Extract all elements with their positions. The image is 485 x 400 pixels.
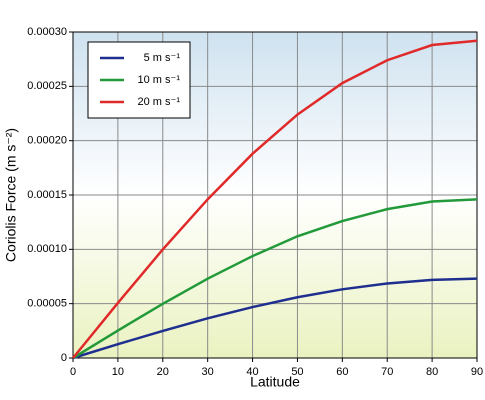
x-tick-label: 70	[381, 366, 393, 378]
y-tick-label: 0.00015	[27, 189, 67, 201]
x-axis-label: Latitude	[250, 374, 300, 390]
y-axis-label: Coriolis Force (m s⁻²)	[3, 128, 19, 262]
series-line	[72, 39, 478, 359]
x-tick-label: 60	[336, 366, 348, 378]
x-tick-label: 20	[157, 366, 169, 378]
legend-label: 5 m s⁻¹	[144, 52, 181, 64]
legend-label: 10 m s⁻¹	[138, 74, 181, 86]
series-line	[72, 277, 478, 360]
y-tick-label: 0	[61, 352, 67, 364]
y-tick-label: 0.00025	[27, 80, 67, 92]
y-tick-label: 0.00030	[27, 26, 67, 38]
x-tick-label: 80	[426, 366, 438, 378]
legend-label: 20 m s⁻¹	[138, 96, 181, 108]
y-tick-label: 0.00005	[27, 298, 67, 310]
x-tick-label: 40	[246, 366, 258, 378]
x-tick-label: 10	[112, 366, 124, 378]
y-tick-label: 0.00020	[27, 135, 67, 147]
plot-frame	[72, 31, 478, 359]
x-tick-label: 90	[471, 366, 483, 378]
y-tick-label: 0.00010	[27, 243, 67, 255]
x-tick-label: 0	[70, 366, 76, 378]
x-tick-label: 50	[291, 366, 303, 378]
series-line	[72, 198, 478, 360]
x-tick-label: 30	[202, 366, 214, 378]
